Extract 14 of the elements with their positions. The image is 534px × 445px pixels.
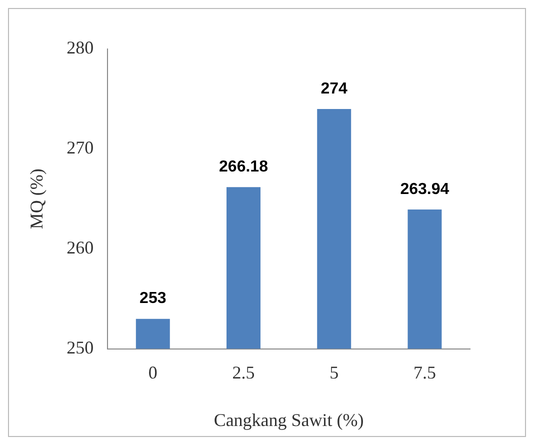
x-tick-label: 2.5 [232,362,255,382]
data-label: 266.18 [219,158,268,176]
x-tick-label: 5 [330,362,339,382]
y-tick-label: 250 [66,338,94,358]
y-axis-title: MQ (%) [26,168,47,230]
x-tick-label: 0 [148,362,158,382]
data-label: 253 [140,290,166,308]
x-axis-title: Cangkang Sawit (%) [214,410,364,430]
y-tick-label: 260 [66,238,94,258]
x-tick-label: 7.5 [413,362,436,382]
y-tick-label: 280 [66,38,94,58]
data-label: 263.94 [400,180,450,198]
data-label: 274 [320,80,348,98]
y-tick-label: 270 [66,138,94,158]
